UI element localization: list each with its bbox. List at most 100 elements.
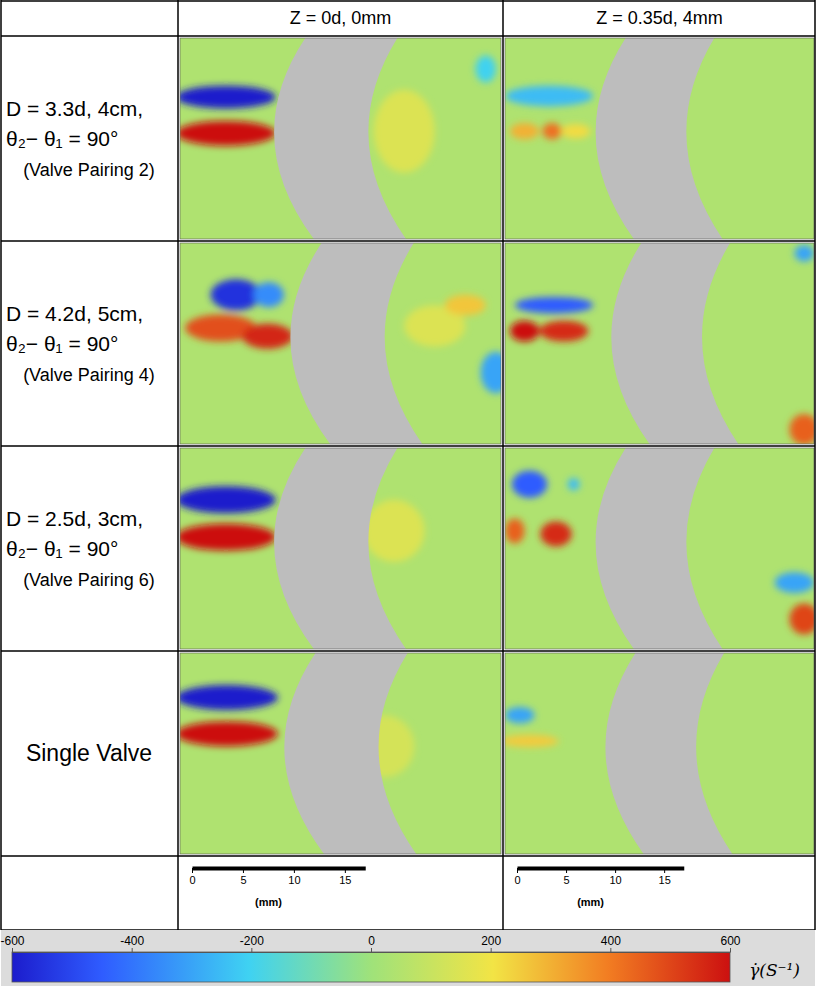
shear-region: [512, 471, 547, 498]
colorbar-tick-label: 600: [720, 934, 740, 948]
shear-region: [568, 478, 580, 490]
panel-frame: [505, 243, 814, 444]
table-line: [0, 0, 2, 930]
shear-field: [505, 707, 559, 747]
scale-tick: 0: [514, 868, 520, 886]
scale-tick-label: 10: [288, 874, 300, 886]
panel: [505, 653, 814, 854]
valve-leaflet: [596, 38, 731, 239]
colorbar-tick-mark: [610, 948, 611, 952]
scale-tick-label: 15: [659, 874, 671, 886]
shear-region: [505, 86, 593, 107]
scale-bar: 051015: [514, 868, 684, 886]
colorbar-tick: -400: [120, 934, 144, 952]
colorbar: [12, 952, 730, 982]
valve-leaflet: [611, 243, 746, 444]
shear-region: [363, 500, 424, 562]
colorbar-tick-label: -200: [240, 934, 264, 948]
panel: [180, 243, 501, 444]
shear-region: [505, 707, 534, 724]
shear-region: [180, 524, 276, 551]
shear-region: [180, 721, 278, 746]
scale-tick-label: 15: [339, 874, 351, 886]
table-line: [177, 0, 179, 930]
row-label: θ₂− θ₁ = 90°: [6, 332, 118, 355]
shear-region: [445, 295, 486, 316]
shear-region: [540, 522, 571, 547]
shear-region: [242, 324, 293, 349]
shear-region: [180, 486, 276, 513]
panel-frame: [180, 38, 501, 239]
shear-region: [789, 603, 814, 634]
colorbar-ground: [1, 930, 815, 986]
shear-region: [539, 321, 588, 342]
colorbar-tick: -200: [240, 934, 264, 952]
colorbar-tick: 600: [720, 934, 740, 952]
colorbar-axis: -600-400-2000200400600: [0, 934, 740, 953]
scale-tick: 0: [189, 868, 195, 886]
scale-tick-label: 0: [514, 874, 520, 886]
shear-region: [789, 414, 814, 444]
panel-frame: [505, 448, 814, 649]
scale-tick-mark: [615, 868, 616, 873]
scale-tick-label: 5: [240, 874, 246, 886]
row-label: θ₂− θ₁ = 90°: [6, 537, 118, 560]
scale-unit: (mm): [255, 896, 282, 908]
scale-bar: 0 5 10 15: [189, 868, 365, 886]
shear-region: [374, 90, 435, 173]
table-line: [502, 0, 504, 930]
scale-bar-line: [193, 867, 366, 871]
row-label: D = 3.3d, 4cm,: [6, 97, 143, 120]
row-label: (Valve Pairing 4): [23, 365, 155, 385]
panel: [505, 38, 814, 239]
valve-leaflet: [596, 448, 731, 649]
table-line: [814, 0, 816, 930]
colorbar-tick-mark: [132, 948, 133, 952]
shear-region: [505, 735, 559, 747]
scale-tick-label: 0: [189, 874, 195, 886]
colorbar-tick-label: 0: [368, 934, 375, 948]
scale-tick-mark: [294, 868, 295, 873]
shear-region: [180, 121, 276, 146]
shear-region: [510, 123, 539, 140]
valve-leaflet: [605, 653, 740, 854]
shear-region: [505, 518, 525, 543]
colorbar-tick-mark: [12, 948, 13, 952]
shear-region: [794, 245, 814, 262]
panel: [180, 448, 501, 649]
valve-leaflet: [290, 243, 430, 444]
panel-frame: [505, 653, 814, 854]
shear-region: [542, 123, 562, 140]
scale-tick-mark: [517, 868, 518, 873]
table-line: [1, 240, 815, 242]
colorbar-axis-line: [13, 952, 731, 953]
row-label: (Valve Pairing 2): [23, 160, 155, 180]
panel-frame: [180, 653, 501, 854]
table-line: [1, 650, 815, 652]
colorbar-tick-mark: [371, 948, 372, 952]
scale-tick-mark: [243, 868, 244, 873]
colorbar-tick: 0: [368, 934, 375, 952]
colorbar-tick-label: -400: [120, 934, 144, 948]
shear-region: [481, 352, 501, 393]
colorbar-tick-label: 400: [601, 934, 621, 948]
panel-frame: [180, 448, 501, 649]
scale-tick-label: 10: [609, 874, 621, 886]
row-label: θ₂− θ₁ = 90°: [6, 127, 118, 150]
shear-region: [561, 124, 590, 139]
table-line: [1, 445, 815, 447]
figure: Z = 0d, 0mmZ = 0.35d, 4mmD = 3.3d, 4cm,θ…: [0, 0, 816, 987]
column-header: Z = 0.35d, 4mm: [596, 8, 723, 28]
scale-unit: (mm): [577, 896, 604, 908]
colorbar-tick-mark: [251, 948, 252, 952]
shear-region: [510, 321, 539, 342]
valve-leaflet: [274, 38, 414, 239]
row-label: D = 2.5d, 3cm,: [6, 507, 143, 530]
valve-leaflet: [284, 653, 424, 854]
scale-tick-mark: [345, 868, 346, 873]
panel: [180, 653, 501, 854]
scale-bar-line: [518, 867, 685, 871]
shear-region: [253, 282, 284, 307]
scale-tick: 5: [240, 868, 246, 886]
scale-tick-mark: [566, 868, 567, 873]
